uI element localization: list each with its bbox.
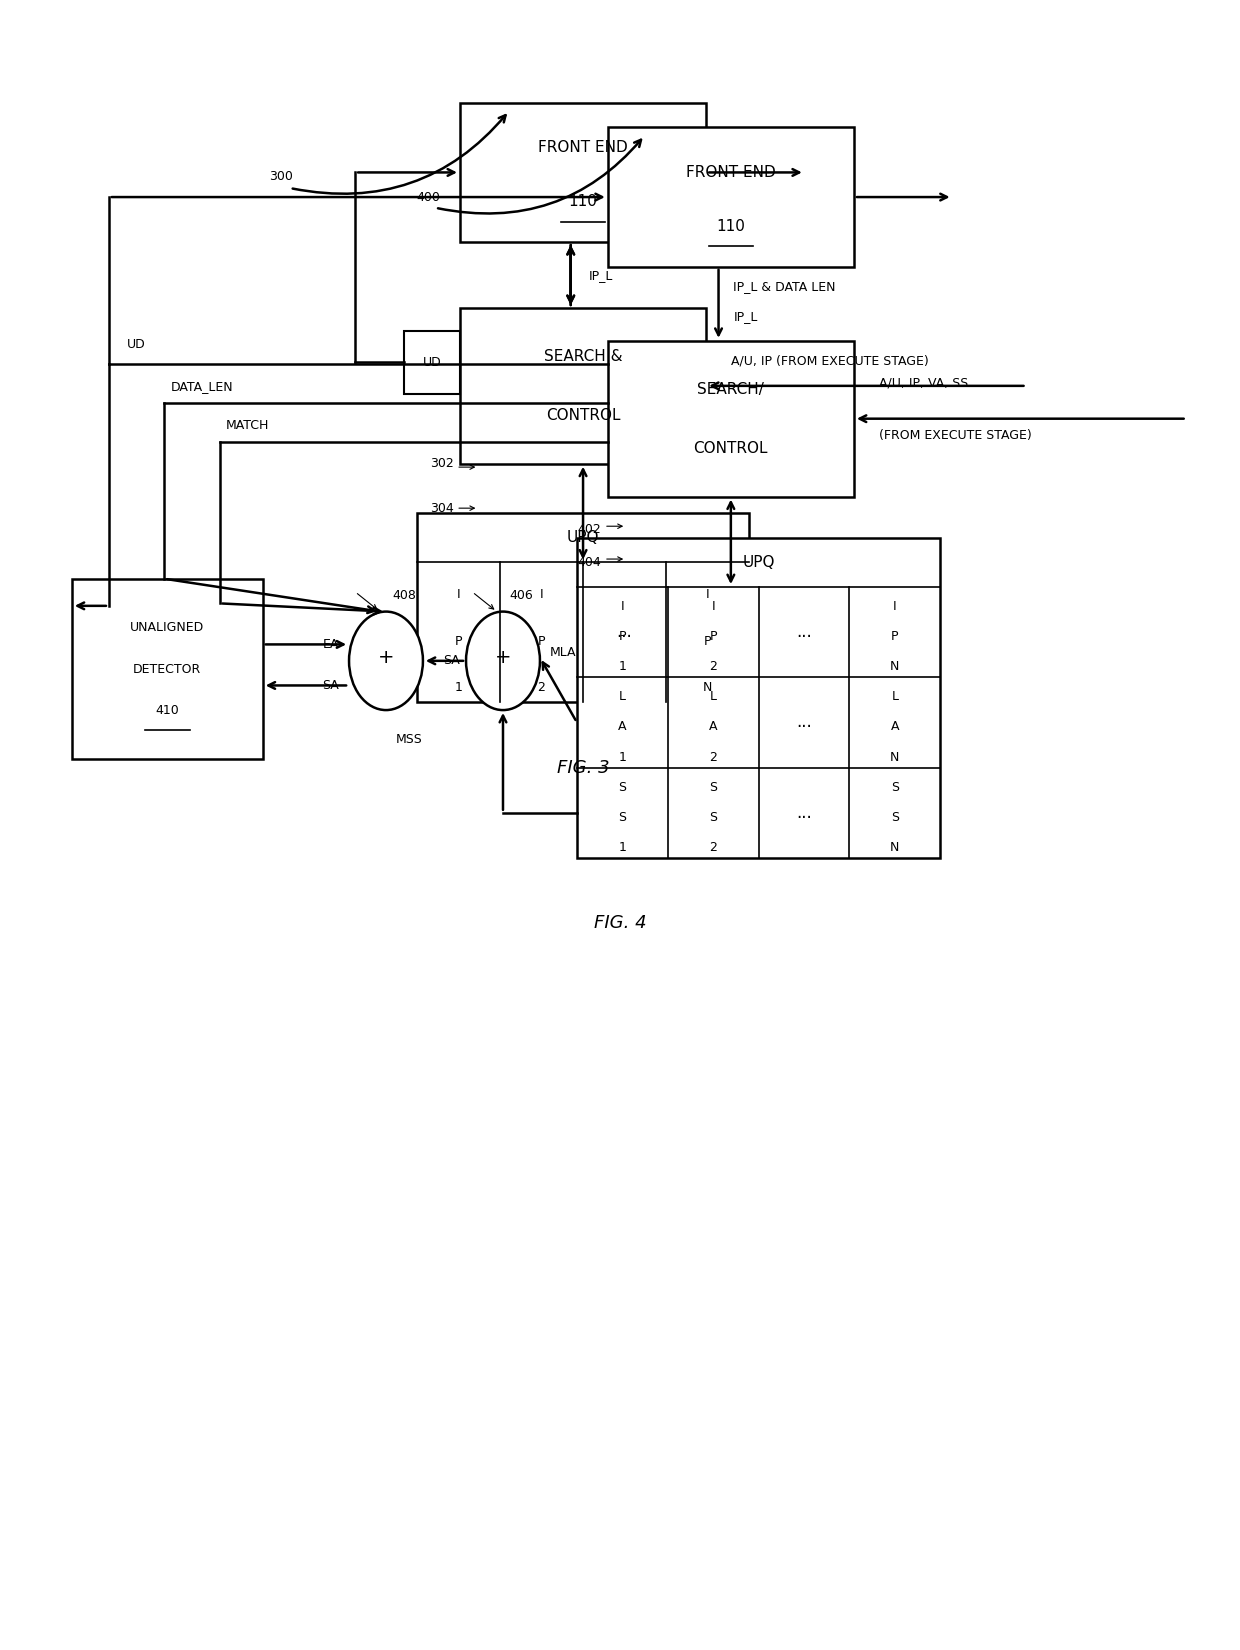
- Circle shape: [348, 612, 423, 710]
- Text: 402: 402: [578, 523, 601, 536]
- FancyBboxPatch shape: [404, 332, 460, 394]
- FancyBboxPatch shape: [417, 513, 749, 701]
- Text: SEARCH &: SEARCH &: [543, 348, 622, 363]
- Text: 410: 410: [155, 703, 180, 716]
- Text: +: +: [378, 648, 394, 667]
- Text: FIG. 4: FIG. 4: [594, 914, 646, 932]
- Text: 110: 110: [569, 195, 598, 210]
- Text: 110: 110: [717, 219, 745, 234]
- Text: 2: 2: [538, 681, 546, 695]
- Text: +: +: [495, 648, 511, 667]
- FancyBboxPatch shape: [608, 127, 854, 267]
- FancyBboxPatch shape: [608, 340, 854, 497]
- Text: P: P: [619, 630, 626, 644]
- Text: S: S: [890, 810, 899, 823]
- Text: S: S: [709, 810, 717, 823]
- Text: A/U, IP (FROM EXECUTE STAGE): A/U, IP (FROM EXECUTE STAGE): [730, 355, 929, 368]
- Text: UD: UD: [423, 356, 441, 370]
- Text: S: S: [709, 780, 717, 794]
- Text: ...: ...: [796, 713, 812, 731]
- Text: FIG. 3: FIG. 3: [557, 759, 609, 777]
- FancyBboxPatch shape: [72, 579, 263, 759]
- Text: N: N: [703, 681, 713, 695]
- Text: IP_L & DATA LEN: IP_L & DATA LEN: [733, 280, 836, 294]
- Text: 1: 1: [619, 660, 626, 673]
- Text: S: S: [619, 810, 626, 823]
- Text: DATA_LEN: DATA_LEN: [170, 380, 233, 393]
- Text: 2: 2: [709, 660, 717, 673]
- Text: P: P: [455, 635, 463, 648]
- Text: 2: 2: [709, 751, 717, 764]
- Text: 304: 304: [430, 502, 454, 515]
- Text: S: S: [890, 780, 899, 794]
- Text: L: L: [709, 690, 717, 703]
- Text: 1: 1: [454, 681, 463, 695]
- Text: DETECTOR: DETECTOR: [133, 663, 201, 675]
- Text: 302: 302: [430, 457, 454, 470]
- Text: P: P: [709, 630, 717, 644]
- Text: A/U, IP, VA, SS: A/U, IP, VA, SS: [879, 376, 968, 389]
- Text: 404: 404: [578, 556, 601, 569]
- Text: MSS: MSS: [397, 733, 423, 746]
- Text: I: I: [456, 589, 460, 601]
- Text: 400: 400: [417, 191, 440, 205]
- Text: I: I: [712, 601, 715, 614]
- Text: SA: SA: [322, 678, 340, 691]
- Text: UNALIGNED: UNALIGNED: [130, 622, 205, 635]
- Text: UPQ: UPQ: [743, 554, 775, 569]
- FancyBboxPatch shape: [577, 538, 940, 858]
- Text: S: S: [619, 780, 626, 794]
- Text: P: P: [538, 635, 546, 648]
- Text: A: A: [890, 721, 899, 733]
- Text: I: I: [620, 601, 624, 614]
- Text: CONTROL: CONTROL: [693, 441, 768, 455]
- Circle shape: [466, 612, 539, 710]
- Text: 2: 2: [709, 842, 717, 853]
- Text: N: N: [890, 660, 899, 673]
- Text: N: N: [890, 751, 899, 764]
- Text: L: L: [892, 690, 898, 703]
- Text: IP_L: IP_L: [733, 310, 758, 323]
- Text: ...: ...: [616, 624, 632, 642]
- Text: 406: 406: [510, 589, 533, 602]
- Text: SA: SA: [443, 655, 460, 667]
- Text: MATCH: MATCH: [226, 419, 269, 432]
- Text: UPQ: UPQ: [567, 530, 599, 544]
- FancyBboxPatch shape: [460, 309, 707, 464]
- Text: A: A: [618, 721, 626, 733]
- FancyBboxPatch shape: [460, 102, 707, 243]
- Text: ...: ...: [796, 804, 812, 822]
- Text: P: P: [704, 635, 712, 648]
- Text: 300: 300: [269, 170, 293, 183]
- Text: CONTROL: CONTROL: [546, 408, 620, 422]
- Text: I: I: [893, 601, 897, 614]
- Text: FRONT END: FRONT END: [538, 140, 627, 155]
- Text: I: I: [706, 589, 709, 601]
- Text: MLA: MLA: [549, 647, 577, 658]
- Text: IP_L: IP_L: [589, 269, 614, 282]
- Text: FRONT END: FRONT END: [686, 165, 776, 180]
- Text: L: L: [619, 690, 626, 703]
- Text: SEARCH/: SEARCH/: [697, 381, 764, 396]
- Text: 1: 1: [619, 751, 626, 764]
- Text: EA: EA: [322, 639, 340, 650]
- Text: UD: UD: [128, 338, 146, 351]
- Text: ...: ...: [796, 624, 812, 642]
- Text: 408: 408: [392, 589, 415, 602]
- Text: P: P: [892, 630, 899, 644]
- Text: N: N: [890, 842, 899, 853]
- Text: (FROM EXECUTE STAGE): (FROM EXECUTE STAGE): [879, 429, 1032, 442]
- Text: 1: 1: [619, 842, 626, 853]
- Text: A: A: [709, 721, 718, 733]
- Text: I: I: [539, 589, 543, 601]
